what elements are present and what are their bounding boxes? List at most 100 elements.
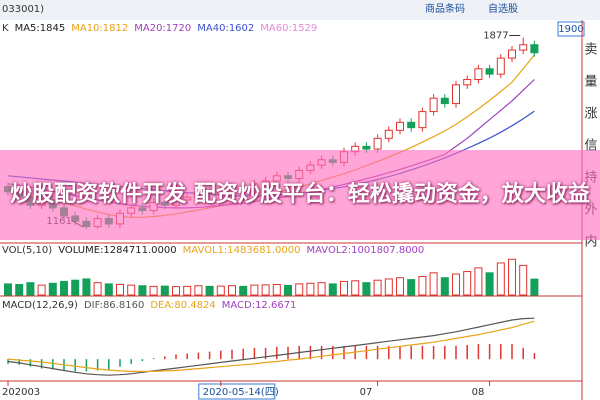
legend-entry: MA10:1812 <box>71 23 128 34</box>
legend-entry: DEA:80.4824 <box>150 300 215 311</box>
candle-body <box>474 68 483 80</box>
overlay-text: 炒股配资软件开发 配资炒股平台：轻松撬动资金，放大收益 <box>10 182 590 207</box>
volume-bar <box>205 285 214 296</box>
volume-bar <box>362 282 371 296</box>
candle-body <box>530 44 539 54</box>
candle-body <box>519 44 528 51</box>
candle-body <box>373 137 382 150</box>
volume-bar <box>440 277 449 296</box>
volume-bar <box>284 284 292 296</box>
sidebar-label: 涨 <box>584 107 597 122</box>
volume-bar <box>463 271 472 296</box>
volume-bar <box>48 282 57 296</box>
candle-body <box>407 121 416 129</box>
legend-entry: VOLUME:1284711.0000 <box>58 245 176 256</box>
price-box-text: 1900 <box>558 24 583 35</box>
price-box <box>557 21 585 37</box>
volume-bar <box>340 280 348 296</box>
volume-bar <box>26 282 35 296</box>
volume-bar <box>519 264 528 296</box>
sidebar-label: 量 <box>584 75 597 90</box>
candle-body <box>452 84 460 105</box>
candle-body <box>463 78 472 86</box>
volume-bar <box>496 262 505 296</box>
volume-bar <box>172 286 180 296</box>
x-tick-label: 07 <box>360 387 373 398</box>
candle-body <box>496 57 505 75</box>
candle-body <box>362 145 371 150</box>
legend-entry: K <box>2 23 9 34</box>
volume-bar <box>485 272 494 296</box>
volume-bar <box>530 278 539 296</box>
legend-entry: DIF:86.8160 <box>84 300 144 311</box>
candle-body <box>384 129 393 139</box>
volume-bar <box>37 284 46 296</box>
legend-entry: MAVOL1:1483681.0000 <box>183 245 301 256</box>
volume-bar <box>474 267 483 296</box>
volume-bar <box>216 285 225 296</box>
legend-entry: MACD(12,26,9) <box>2 300 78 311</box>
candle-body <box>418 111 427 129</box>
x-tick-label: 2020-05-14(四) <box>203 387 279 398</box>
volume-bar <box>116 284 124 296</box>
header-button[interactable]: 自选股 <box>488 2 518 15</box>
volume-bar <box>71 279 80 296</box>
volume-bar <box>373 279 382 296</box>
volume-bar <box>429 272 438 296</box>
volume-bar <box>306 282 315 296</box>
volume-bar <box>104 283 113 296</box>
legend-entry: MA20:1720 <box>134 23 191 34</box>
x-tick-label: 08 <box>472 387 485 398</box>
volume-bar <box>82 278 91 296</box>
legend-entry: MA5:1845 <box>15 23 66 34</box>
volume-bar <box>194 285 203 296</box>
volume-bar <box>160 285 169 296</box>
volume-bar <box>407 279 416 296</box>
volume-bar <box>261 284 270 296</box>
candle-body <box>440 97 449 105</box>
volume-bar <box>93 282 102 296</box>
volume-bar <box>250 284 259 296</box>
x-tick-label: 202003 <box>2 387 40 398</box>
header-button[interactable]: 商品条码 <box>425 2 465 15</box>
indicator-line <box>7 317 535 376</box>
volume-bar <box>228 285 236 296</box>
volume-bar <box>272 284 281 296</box>
candle-body <box>429 97 438 113</box>
sidebar-label: 卖 <box>584 43 597 58</box>
legend-entry: MA60:1529 <box>260 23 317 34</box>
volume-bar <box>508 258 516 296</box>
legend-entry: MACD:12.6671 <box>222 300 297 311</box>
volume-bar <box>4 283 12 296</box>
legend-entry: MAVOL2:1001807.8000 <box>306 245 424 256</box>
volume-bar <box>384 278 393 296</box>
volume-bar <box>149 285 158 296</box>
cursor-date-box <box>198 383 276 400</box>
overlay-banner: 炒股配资软件开发 配资炒股平台：轻松撬动资金，放大收益 <box>0 150 600 240</box>
volume-bar <box>295 283 304 296</box>
volume-bar <box>15 284 24 296</box>
volume-bar <box>60 280 68 296</box>
volume-bar <box>328 283 337 296</box>
volume-bar <box>138 285 147 296</box>
volume-bar <box>351 280 360 296</box>
volume-bar <box>127 284 136 296</box>
sidebar-label: 信 <box>584 139 597 154</box>
volume-bar <box>452 273 460 296</box>
volume-bar <box>418 276 427 296</box>
header-bar <box>0 0 600 20</box>
candle-body <box>396 121 404 131</box>
volume-bar <box>239 285 248 296</box>
candle-body <box>508 49 516 59</box>
legend-entry: VOL(5,10) <box>2 245 52 256</box>
volume-bar <box>183 285 192 296</box>
window-title: 033001) <box>2 4 44 15</box>
legend-entry: MA40:1602 <box>197 23 254 34</box>
indicator-line <box>7 320 535 372</box>
price-annotation: 1877 <box>483 30 508 41</box>
volume-bar <box>317 282 326 296</box>
candle-body <box>485 68 494 75</box>
volume-bar <box>396 277 404 296</box>
